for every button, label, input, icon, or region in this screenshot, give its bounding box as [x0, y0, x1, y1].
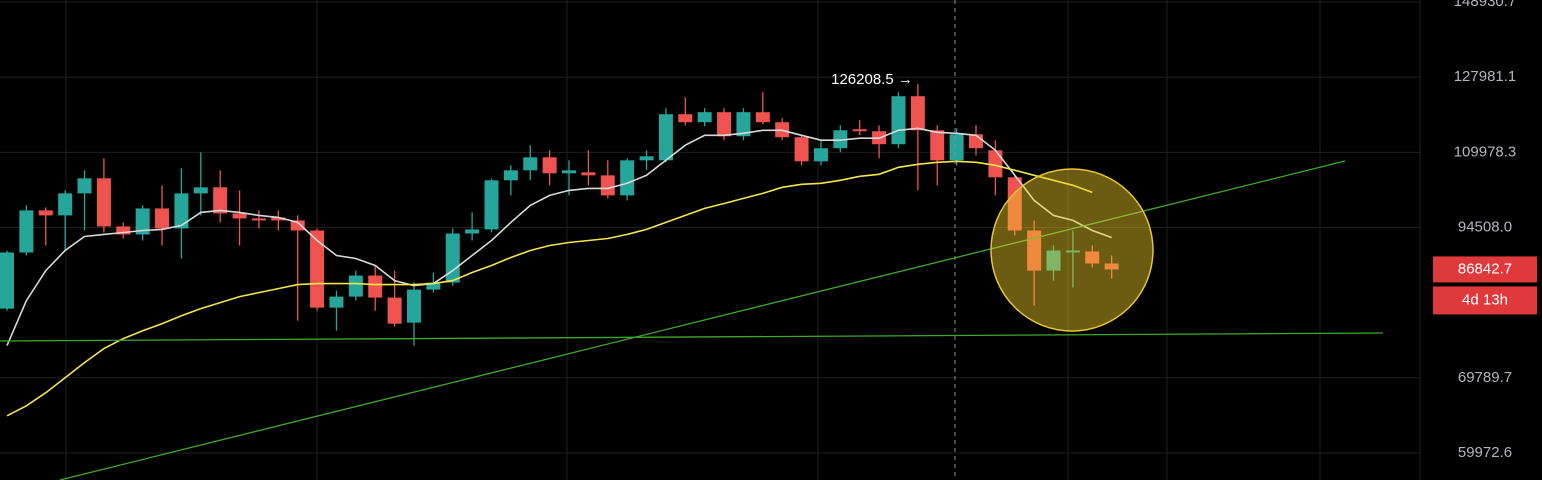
candle-body — [1085, 251, 1100, 264]
candle-body — [19, 210, 34, 253]
candle-body — [600, 175, 615, 196]
highlight-circle — [990, 168, 1154, 332]
candle-body — [523, 157, 538, 171]
candle-body — [251, 218, 266, 221]
candle-body — [852, 129, 867, 132]
y-tick-label: 148930.7 — [1454, 0, 1517, 10]
candle-body — [348, 275, 363, 297]
annotations: 148930.7 127981.1 109978.3 94508.0 69789.7 59… — [831, 0, 1537, 461]
high-annotation: 126208.5 → — [831, 71, 913, 88]
candle-body — [310, 230, 325, 308]
candle-body — [620, 160, 635, 196]
moving-averages — [6, 127, 1112, 417]
candle-body — [988, 150, 1003, 178]
candle-body — [678, 114, 693, 123]
candle-body — [445, 233, 460, 283]
y-tick-label: 127981.1 — [1454, 68, 1517, 85]
candle-body — [271, 217, 286, 221]
candle-body — [38, 210, 53, 216]
candle-body — [581, 172, 596, 176]
y-tick-label: 109978.3 — [1454, 143, 1517, 160]
countdown-box — [1433, 286, 1537, 315]
candle-body — [833, 130, 848, 149]
candle-body — [562, 170, 577, 174]
rising-trendline — [59, 160, 1346, 480]
candle-body — [503, 170, 518, 181]
candle-body — [736, 112, 751, 137]
candle-body — [387, 297, 402, 324]
candle-body — [813, 148, 828, 162]
y-tick-label: 59972.6 — [1458, 444, 1512, 461]
y-tick-label: 94508.0 — [1458, 218, 1512, 235]
countdown-label: 4d 13h — [1462, 291, 1508, 308]
moving-average-line — [6, 127, 1112, 346]
candle-body — [542, 157, 557, 174]
candle-body — [930, 130, 945, 161]
candle-body — [794, 137, 809, 162]
candle-body — [329, 296, 344, 308]
moving-average-line — [6, 160, 1093, 417]
candle-body — [77, 178, 92, 194]
candle-body — [290, 220, 305, 231]
candle-body — [116, 226, 131, 235]
candles — [0, 84, 1119, 346]
candle-body — [658, 114, 673, 161]
candle-body — [755, 112, 770, 123]
candle-body — [969, 134, 983, 149]
candle-body — [193, 187, 208, 194]
candle-body — [484, 180, 499, 230]
candle-body — [910, 96, 925, 131]
candle-body — [465, 229, 480, 234]
candle-body — [891, 96, 906, 145]
candle-body — [717, 112, 732, 137]
time-grid — [65, 0, 1421, 480]
candle-body — [232, 213, 247, 219]
candle-body — [406, 289, 421, 323]
candle-body — [1065, 250, 1080, 253]
candle-body — [174, 193, 189, 229]
candle-body — [368, 275, 383, 298]
candle-body — [155, 208, 170, 229]
y-tick-label: 69789.7 — [1458, 369, 1512, 386]
candle-body — [96, 178, 111, 227]
candle-body — [426, 282, 441, 290]
candle-body — [0, 252, 14, 309]
candle-body — [1104, 263, 1119, 270]
candle-body — [58, 193, 73, 216]
horizontal-trendline — [0, 332, 1384, 342]
candle-body — [213, 187, 228, 214]
candle-body — [639, 156, 654, 161]
last-price-label: 86842.7 — [1458, 260, 1512, 277]
candle-body — [949, 134, 964, 161]
candle-body — [1046, 250, 1061, 271]
candle-body — [135, 208, 150, 235]
candle-body — [1027, 230, 1042, 271]
price-grid — [0, 1, 1420, 454]
candle-body — [697, 112, 712, 123]
candle-body — [1007, 177, 1022, 231]
last-price-box — [1433, 256, 1537, 283]
